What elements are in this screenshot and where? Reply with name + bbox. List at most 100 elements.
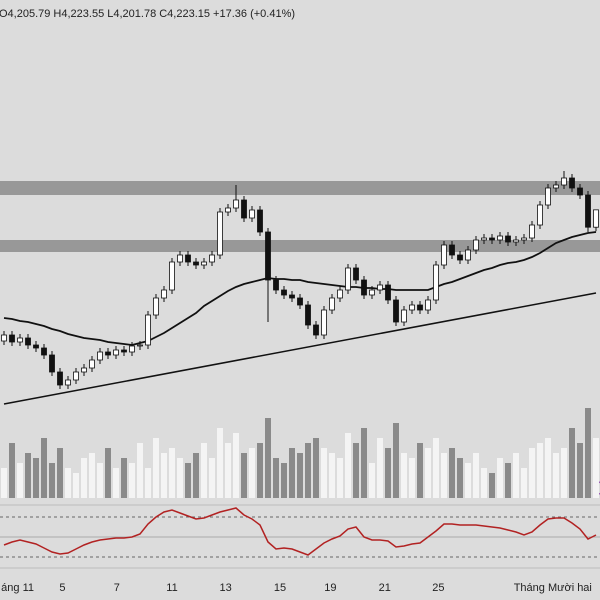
volume-bar xyxy=(25,453,31,498)
candle-body xyxy=(321,309,327,336)
volume-bar xyxy=(137,443,143,498)
candle-body xyxy=(145,314,151,346)
candle-body xyxy=(65,379,71,386)
candle-body xyxy=(97,351,103,361)
x-tick-label: 15 xyxy=(274,582,286,594)
volume-bar xyxy=(585,408,591,498)
candle-body xyxy=(9,334,15,343)
volume-bar xyxy=(257,443,263,498)
candle-body xyxy=(505,235,511,243)
candle-body xyxy=(433,264,439,301)
volume-bar xyxy=(377,438,383,498)
candle-body xyxy=(337,289,343,299)
volume-bar xyxy=(593,438,599,498)
volume-bar xyxy=(49,463,55,498)
volume-bar xyxy=(321,448,327,498)
candle-body xyxy=(129,345,135,353)
volume-bar xyxy=(529,448,535,498)
volume-bar xyxy=(145,468,151,498)
volume-bar xyxy=(201,443,207,498)
x-tick-label: áng 11 xyxy=(1,582,34,594)
candle-body xyxy=(177,254,183,263)
candle-body xyxy=(537,204,543,226)
candle-body xyxy=(489,237,495,241)
volume-bar xyxy=(297,453,303,498)
candle-body xyxy=(137,344,143,347)
volume-bar xyxy=(305,443,311,498)
candle-body xyxy=(545,187,551,206)
volume-bar xyxy=(385,448,391,498)
volume-bar xyxy=(481,468,487,498)
volume-bar xyxy=(177,458,183,498)
volume-bar xyxy=(313,438,319,498)
volume-bar xyxy=(505,463,511,498)
candle-body xyxy=(113,349,119,356)
volume-bar xyxy=(233,433,239,498)
candle-body xyxy=(441,244,447,266)
volume-bar xyxy=(1,468,7,498)
candle-body xyxy=(417,304,423,311)
volume-bar xyxy=(9,443,15,498)
candle-body xyxy=(153,297,159,316)
candle-body xyxy=(457,254,463,261)
candle-body xyxy=(209,254,215,263)
candle-body xyxy=(185,254,191,263)
volume-bar xyxy=(193,453,199,498)
x-tick-label: 5 xyxy=(59,582,65,594)
candle-body xyxy=(41,347,47,356)
candle-body xyxy=(577,187,583,196)
candle-body xyxy=(265,231,271,281)
candle-body xyxy=(569,177,575,189)
volume-bar xyxy=(465,463,471,498)
volume-bar xyxy=(577,443,583,498)
candle-body xyxy=(289,294,295,299)
volume-bar xyxy=(153,438,159,498)
volume-bar xyxy=(569,428,575,498)
candle-body xyxy=(249,209,255,219)
candle-body xyxy=(25,337,31,346)
candle-body xyxy=(465,249,471,261)
volume-bar xyxy=(361,428,367,498)
volume-bar xyxy=(105,448,111,498)
candle-body xyxy=(473,239,479,251)
volume-bar xyxy=(497,458,503,498)
volume-bar xyxy=(553,453,559,498)
moving-average xyxy=(3,231,597,346)
candle-body xyxy=(217,211,223,256)
volume-bar xyxy=(209,458,215,498)
candle-body xyxy=(273,279,279,291)
candle-body xyxy=(361,279,367,296)
candle-body xyxy=(329,297,335,311)
volume-bar xyxy=(225,443,231,498)
volume-bar xyxy=(97,463,103,498)
candle-body xyxy=(449,244,455,256)
candle-body xyxy=(89,359,95,369)
volume-bar xyxy=(457,458,463,498)
resistance-zone xyxy=(0,181,600,195)
candle-body xyxy=(409,304,415,311)
volume-bar xyxy=(129,463,135,498)
volume-bar xyxy=(441,453,447,498)
volume-bar xyxy=(113,468,119,498)
volume-bar xyxy=(353,443,359,498)
candle-body xyxy=(73,371,79,381)
volume-bar xyxy=(489,473,495,498)
candle-body xyxy=(385,284,391,301)
x-tick-label: 7 xyxy=(114,582,120,594)
rsi-line xyxy=(3,507,597,556)
trend-line xyxy=(3,292,597,405)
volume-bar xyxy=(337,458,343,498)
candle-body xyxy=(17,337,23,343)
volume-bar xyxy=(561,448,567,498)
candle-body xyxy=(393,299,399,323)
x-tick-label: Tháng Mười hai xyxy=(514,582,592,594)
candle-body xyxy=(553,184,559,189)
volume-bar xyxy=(345,433,351,498)
x-tick-label: 13 xyxy=(219,582,231,594)
volume-bar xyxy=(513,453,519,498)
volume-bar xyxy=(89,453,95,498)
candle-body xyxy=(33,344,39,349)
candle-body xyxy=(81,367,87,373)
volume-bar xyxy=(241,453,247,498)
